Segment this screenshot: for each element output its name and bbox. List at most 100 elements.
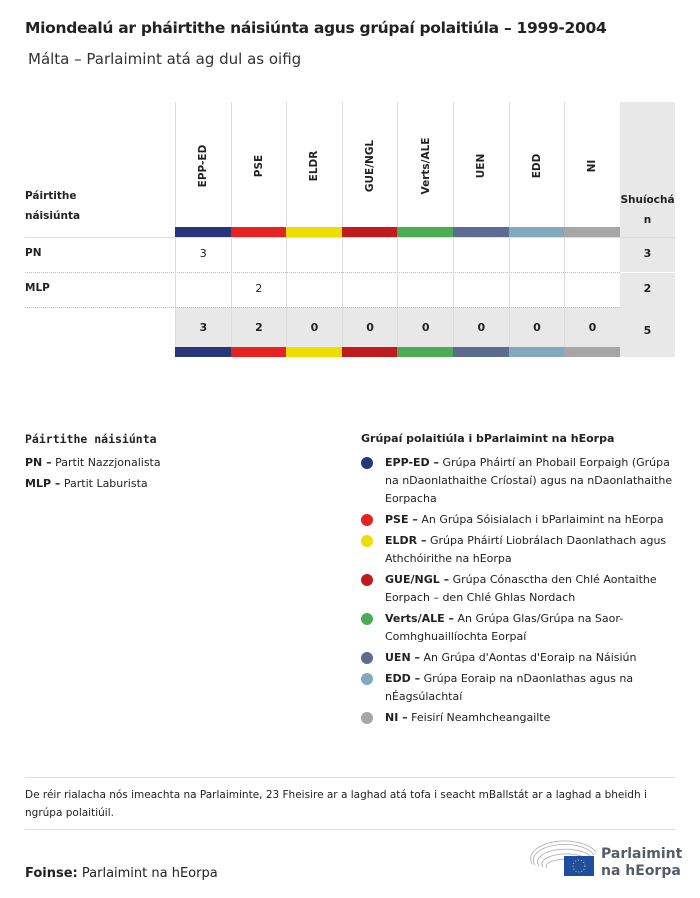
group-column-header: NI (564, 102, 620, 237)
group-legend: Grúpaí polaitiúla i bParlaimint na hEorp… (361, 432, 681, 730)
group-color-dot-icon (361, 652, 373, 664)
group-code: UEN (475, 153, 488, 179)
seat-cell (508, 272, 565, 307)
group-color-bar (397, 347, 453, 357)
seat-cell (564, 272, 620, 307)
footnote: De réir rialacha nós imeachta na Parlaim… (25, 789, 647, 819)
seat-cell (175, 272, 231, 307)
total-column-header: Shuíochá n (620, 190, 675, 230)
group-column-header: Verts/ALE (397, 102, 453, 237)
total-header-line: n (643, 214, 652, 226)
party-code: PN (25, 247, 42, 259)
group-legend-item: Verts/ALE – An Grúpa Glas/Grúpa na Saor-… (361, 610, 681, 646)
seat-cell (341, 237, 398, 272)
grand-total: 5 (643, 324, 652, 337)
source: Foinse: Parlaimint na hEorpa (25, 866, 218, 881)
group-code: ELDR – (385, 534, 427, 547)
logo-line: na hEorpa (601, 863, 681, 879)
group-color-dot-icon (361, 712, 373, 724)
group-code: GUE/NGL – (385, 573, 450, 586)
group-code: UEN – (385, 651, 420, 664)
seat-cell (286, 237, 342, 272)
total-cell: 0 (286, 307, 342, 347)
group-code: NI – (385, 711, 408, 724)
group-color-bar (286, 227, 342, 237)
seat-cell (508, 237, 565, 272)
total-cell: 0 (397, 307, 453, 347)
total-cell: 2 (230, 307, 287, 347)
row-divider (25, 272, 620, 273)
group-name: Feisirí Neamhcheangailte (411, 711, 551, 724)
party-header-line: Páirtithe (25, 190, 77, 202)
source-label: Foinse: (25, 866, 78, 881)
seat-cell (286, 272, 342, 307)
group-color-dot-icon (361, 535, 373, 547)
group-color-bar (508, 227, 565, 237)
group-column-header: GUE/NGL (341, 102, 398, 237)
group-color-dot-icon (361, 574, 373, 586)
source-value: Parlaimint na hEorpa (81, 866, 218, 881)
group-code: PSE – (385, 513, 418, 526)
group-color-bar (286, 347, 342, 357)
group-code: EDD – (385, 672, 421, 685)
party-header-line: náisiúnta (25, 210, 81, 222)
group-name: Grúpa Pháirtí Liobrálach Daonlathach agu… (385, 534, 667, 565)
group-code: GUE/NGL (364, 139, 377, 193)
total-cell: 0 (453, 307, 509, 347)
total-column: Shuíochá n (620, 102, 675, 357)
group-code: EPP-ED (197, 144, 210, 188)
total-cell: 3 (175, 307, 231, 347)
party-name: Partit Nazzjonalista (55, 456, 161, 469)
seat-cell (397, 237, 453, 272)
group-color-bar (230, 347, 287, 357)
group-code: NI (586, 159, 599, 173)
european-parliament-logo (530, 840, 597, 876)
seat-cell (230, 237, 287, 272)
page-subtitle: Málta – Parlaimint atá ag dul as oifig (28, 50, 302, 68)
row-total: 3 (643, 247, 652, 260)
seat-cell: 3 (175, 237, 231, 272)
seat-cell (453, 272, 509, 307)
total-cell: 0 (564, 307, 620, 347)
group-color-bar (564, 347, 620, 357)
row-total: 2 (643, 282, 652, 295)
total-header-line: Shuíochá (620, 194, 675, 206)
group-legend-item: GUE/NGL – Grúpa Cónasctha den Chlé Aonta… (361, 571, 681, 607)
group-color-dot-icon (361, 613, 373, 625)
group-color-bar (453, 227, 509, 237)
group-legend-item: PSE – An Grúpa Sóisialach i bParlaimint … (361, 511, 681, 529)
group-code: Verts/ALE (419, 137, 432, 195)
group-name: An Grúpa Glas/Grúpa na Saor-Comhghuaillí… (385, 612, 624, 643)
group-column-header: UEN (453, 102, 509, 237)
total-cell: 0 (341, 307, 398, 347)
group-column-header: EDD (508, 102, 565, 237)
group-name: An Grúpa d'Aontas d'Eoraip na Náisiún (423, 651, 637, 664)
group-code: Verts/ALE – (385, 612, 454, 625)
group-legend-heading: Grúpaí polaitiúla i bParlaimint na hEorp… (361, 432, 615, 445)
group-color-bar (508, 347, 565, 357)
logo-text: Parlaimint na hEorpa (601, 846, 682, 880)
group-color-dot-icon (361, 457, 373, 469)
group-legend-item: EDD – Grúpa Eoraip na nDaonlathas agus n… (361, 670, 681, 706)
table-row: MLP 2 2 (25, 272, 675, 307)
party-code: MLP – (25, 477, 61, 490)
group-legend-item: NI – Feisirí Neamhcheangailte (361, 709, 681, 727)
group-code: EPP-ED – (385, 456, 439, 469)
group-color-bar (453, 347, 509, 357)
group-color-dot-icon (361, 673, 373, 685)
table-bottom-line (620, 272, 675, 273)
divider (25, 829, 675, 830)
group-color-bar (397, 227, 453, 237)
party-legend-item: PN – Partit Nazzjonalista (25, 456, 161, 469)
seat-cell (397, 272, 453, 307)
seat-cell (341, 272, 398, 307)
seat-cell (453, 237, 509, 272)
total-cell: 0 (508, 307, 565, 347)
group-color-bar (341, 227, 398, 237)
group-color-bar (341, 347, 398, 357)
group-column-header: EPP-ED (175, 102, 231, 237)
group-color-bar (230, 227, 287, 237)
group-name: Grúpa Pháirtí an Phobail Eorpaigh (Grúpa… (385, 456, 673, 505)
party-code: MLP (25, 282, 50, 294)
group-color-dot-icon (361, 514, 373, 526)
